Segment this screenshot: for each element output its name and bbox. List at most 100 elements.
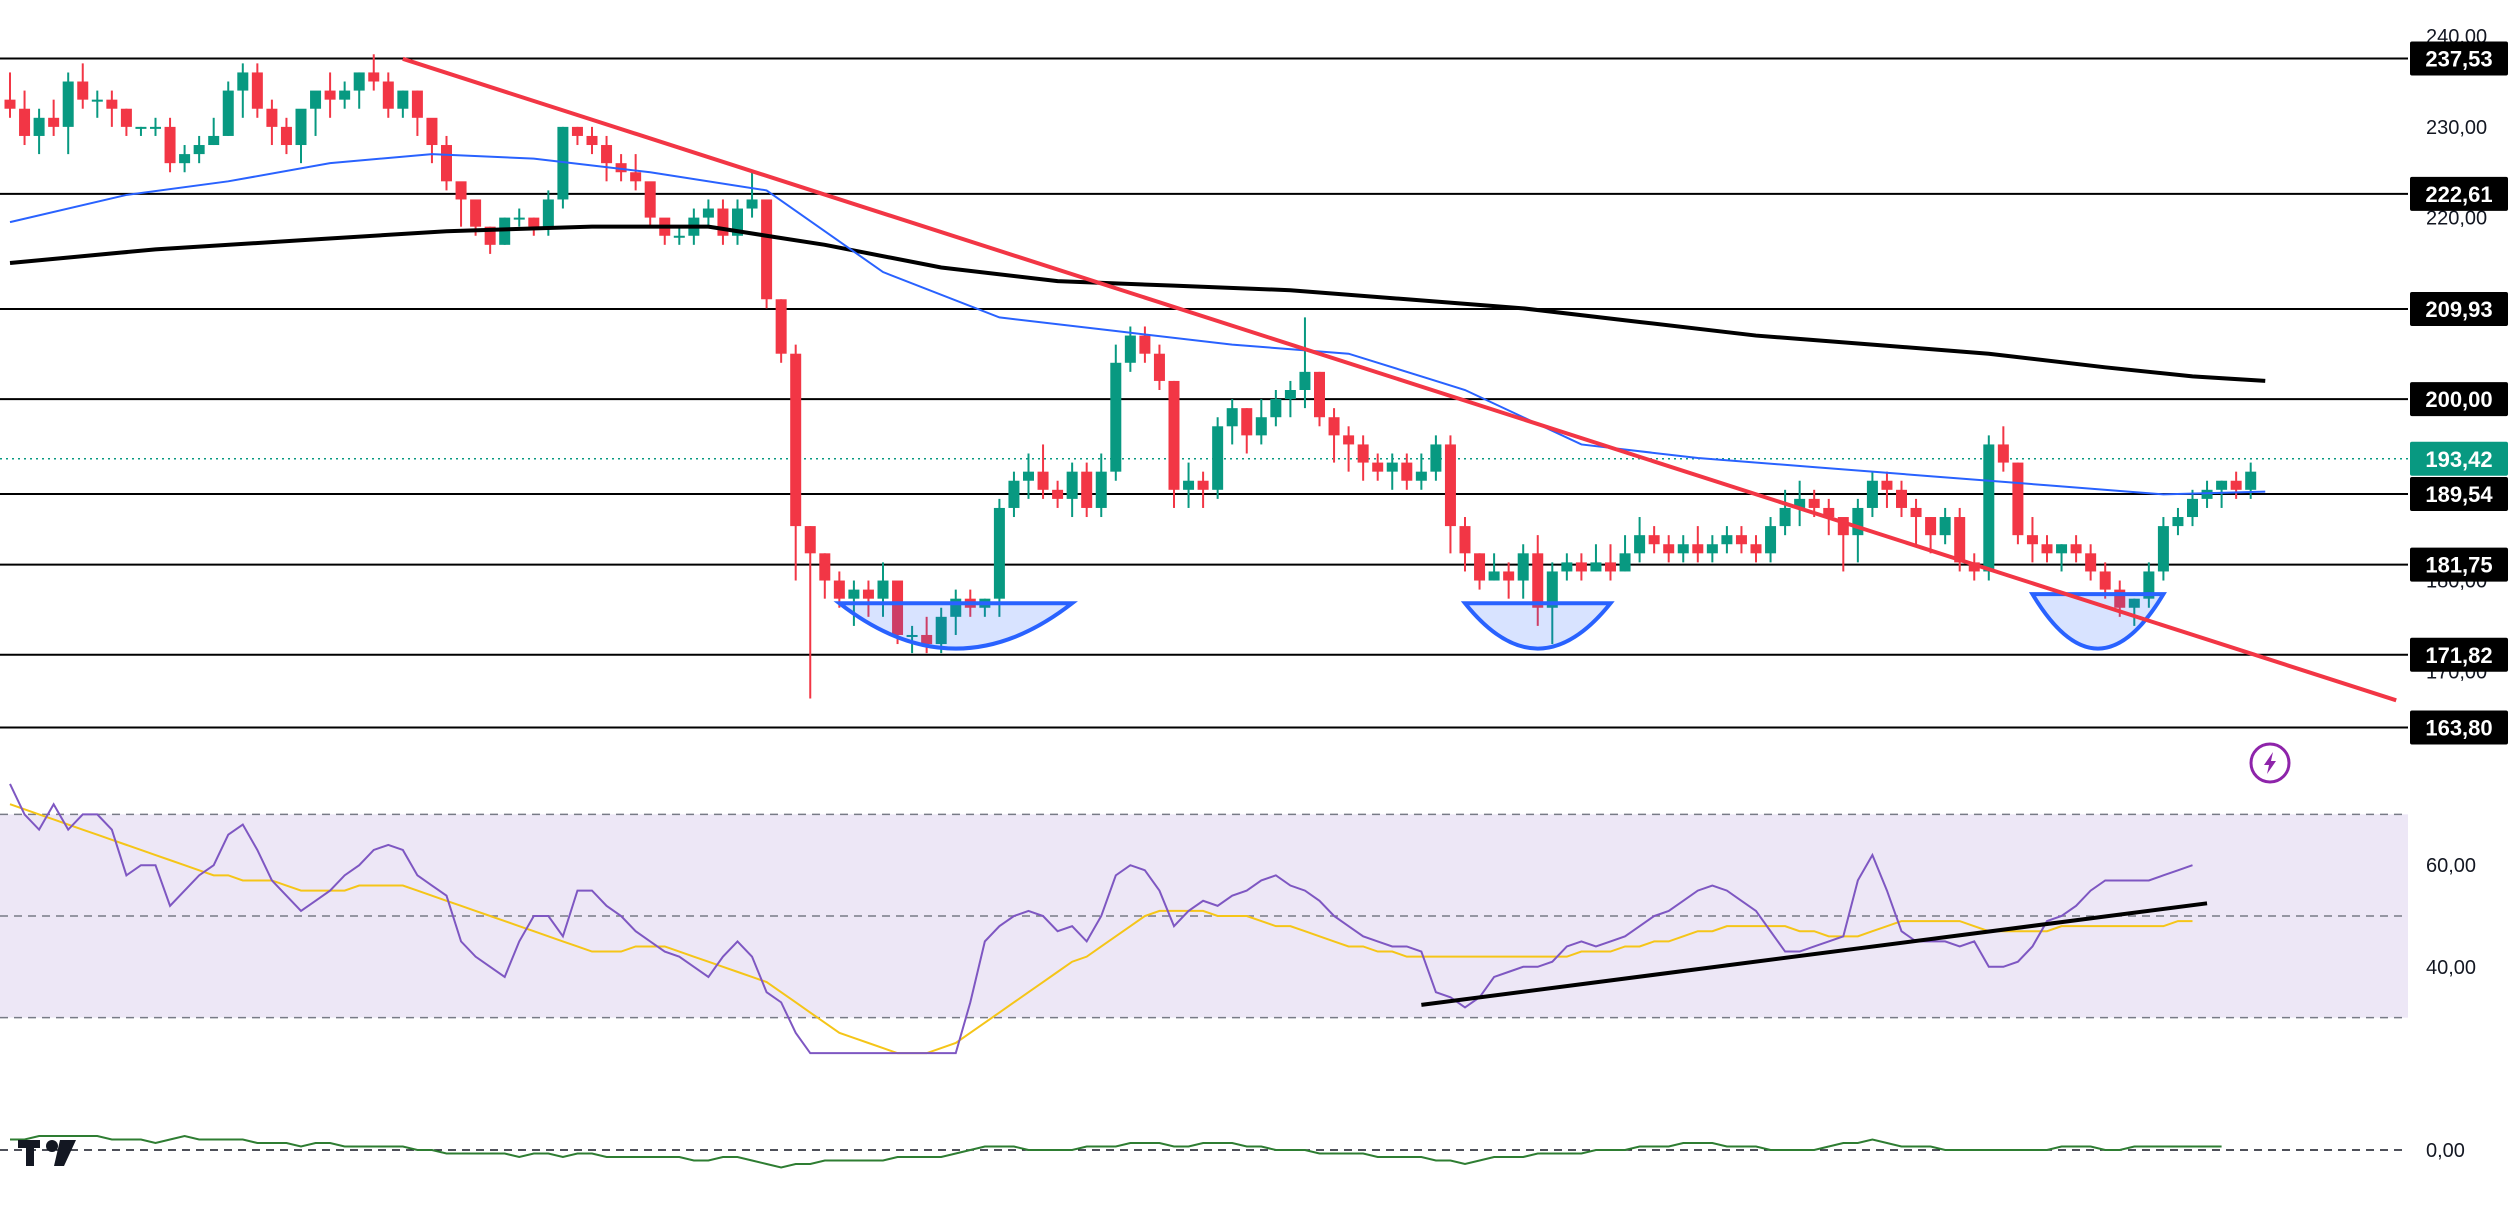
candle (353, 72, 365, 109)
candle (892, 580, 904, 645)
level-tag-bg (2410, 176, 2508, 211)
candle-body (2143, 571, 2155, 599)
candle-body (2216, 480, 2228, 490)
candle-body (324, 90, 336, 100)
candle-body (892, 580, 904, 635)
candle (2041, 535, 2053, 563)
candle-body (295, 108, 307, 146)
level-tag-bg (2410, 476, 2508, 511)
candle (1110, 344, 1122, 481)
candle (1008, 471, 1020, 518)
candle (411, 90, 423, 136)
candle (1677, 535, 1689, 563)
candle (1634, 517, 1646, 563)
candle-body (775, 299, 787, 354)
candle (1052, 480, 1064, 508)
candle-body (266, 108, 278, 127)
candle-body (2172, 517, 2184, 527)
candle-body (368, 72, 380, 82)
candle (615, 154, 627, 182)
candle-body (1823, 507, 1835, 518)
candle (77, 63, 89, 109)
candle-body (1619, 553, 1631, 572)
candle (1037, 444, 1049, 499)
candle (1314, 371, 1325, 427)
candle (1619, 535, 1631, 572)
candle-body (1328, 417, 1340, 436)
candle-body (1415, 471, 1427, 481)
candle-body (426, 117, 438, 146)
candle (91, 90, 103, 118)
candle (397, 90, 409, 118)
candle-body (1241, 408, 1253, 436)
candle-body (571, 126, 583, 136)
candle-body (2157, 526, 2169, 572)
candle-body (1634, 535, 1646, 554)
candle (877, 562, 889, 617)
candle (1750, 535, 1762, 563)
candle (804, 526, 816, 699)
candle-body (1488, 571, 1500, 581)
candle-body (673, 235, 685, 238)
candle (208, 117, 220, 146)
candle-body (1459, 526, 1471, 554)
candle-body (1299, 371, 1311, 390)
lightning-bolt-icon[interactable] (2249, 742, 2291, 784)
candle-body (2187, 498, 2198, 518)
level-tag: 171,82 (2410, 637, 2508, 672)
level-tag-bg (2410, 547, 2508, 582)
level-tag: 189,54 (2410, 476, 2508, 511)
candle (1765, 517, 1777, 563)
candle-body (1183, 480, 1195, 490)
candle-body (2230, 480, 2242, 490)
candle-body (717, 208, 729, 236)
candle (819, 553, 831, 599)
candle-body (804, 526, 816, 554)
candle-body (1386, 462, 1398, 472)
candle-body (1110, 362, 1122, 472)
candle (1299, 317, 1311, 409)
candle-body (353, 72, 365, 91)
candle-body (4, 99, 16, 109)
candle-body (208, 135, 220, 146)
candle-body (1372, 462, 1384, 472)
level-tag-text: 181,75 (2425, 553, 2492, 578)
candle (1415, 453, 1427, 490)
candle-body (586, 135, 598, 146)
candle-body (1954, 517, 1966, 563)
candle (513, 208, 525, 227)
tradingview-logo-icon[interactable] (18, 1140, 76, 1166)
candle (557, 126, 569, 209)
candle (1139, 326, 1151, 363)
price-descending-trendline (402, 56, 2397, 703)
candle (1735, 526, 1747, 554)
candle-body (1517, 553, 1529, 581)
candle-body (1095, 471, 1107, 508)
level-tag: 163,80 (2410, 710, 2508, 745)
candle (717, 199, 729, 245)
candle-body (106, 99, 118, 109)
candle-body (193, 145, 205, 155)
candle-body (1925, 517, 1937, 536)
level-tag-bg (2410, 291, 2508, 326)
candle-body (2070, 544, 2082, 554)
candle (1997, 426, 2009, 472)
candle (1357, 435, 1369, 481)
candle (426, 117, 438, 164)
candle (1066, 462, 1078, 518)
rsi-ascending-trendline (1421, 901, 2208, 1007)
candle-body (1314, 371, 1325, 418)
candle-body (1852, 507, 1864, 536)
candle (1648, 526, 1660, 554)
candle-body (1939, 517, 1951, 536)
candle-body (630, 172, 642, 182)
candle (1517, 544, 1529, 599)
candle (1692, 526, 1704, 563)
candle (1939, 507, 1951, 545)
candle (673, 226, 685, 245)
candle (2172, 507, 2184, 536)
candle (1590, 544, 1602, 572)
candle (1852, 498, 1864, 563)
candle (2201, 480, 2213, 508)
